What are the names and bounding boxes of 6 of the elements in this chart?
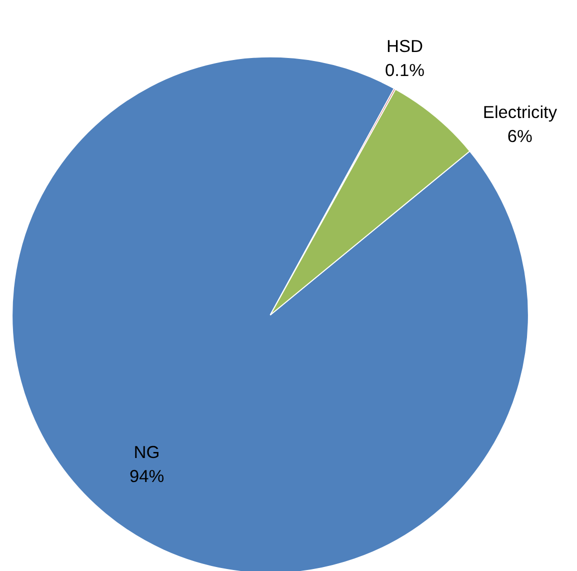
slice-label: Electricity bbox=[482, 102, 558, 122]
data-label: 0.1% bbox=[385, 60, 425, 80]
slice-label: HSD bbox=[386, 36, 424, 56]
slice-label: NG bbox=[134, 442, 160, 462]
data-label: 6% bbox=[507, 126, 532, 146]
data-label: 94% bbox=[129, 466, 164, 486]
